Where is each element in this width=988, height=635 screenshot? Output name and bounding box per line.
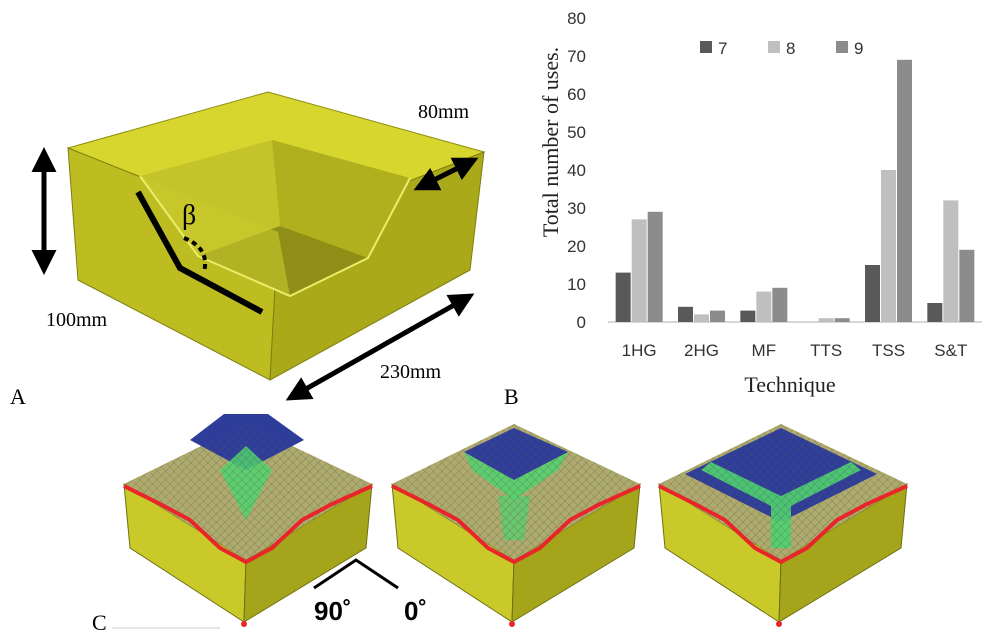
bar-tts-series-9 bbox=[834, 318, 850, 322]
bar-tss-series-7 bbox=[865, 265, 880, 322]
y-tick-label: 60 bbox=[567, 85, 586, 104]
panel-a-label: A bbox=[10, 384, 26, 409]
orientation-0-label: 0˚ bbox=[404, 596, 427, 626]
bar-2hg-series-8 bbox=[694, 314, 709, 322]
bar-mf-series-8 bbox=[756, 291, 772, 322]
bar-tss-series-8 bbox=[881, 170, 896, 322]
legend-swatch-7 bbox=[700, 41, 712, 53]
y-tick-label: 50 bbox=[567, 123, 586, 142]
render-right-side bbox=[778, 483, 908, 623]
wall-arrow bbox=[413, 157, 479, 191]
x-tick-label: TTS bbox=[810, 341, 842, 360]
x-tick-label: 1HG bbox=[622, 341, 657, 360]
y-tick-label: 0 bbox=[577, 313, 586, 332]
x-tick-label: 2HG bbox=[684, 341, 719, 360]
bar-st-series-9 bbox=[959, 249, 975, 322]
render-red-edge bbox=[123, 484, 373, 565]
panel-b-label: B bbox=[504, 384, 519, 409]
render-3 bbox=[658, 424, 908, 627]
orientation-indicator bbox=[313, 558, 399, 590]
mold-cavity-front-slope bbox=[140, 176, 290, 296]
bar-st-series-8 bbox=[943, 200, 959, 322]
render-2 bbox=[391, 424, 641, 627]
legend-label-9: 9 bbox=[854, 39, 863, 58]
bar-mf-series-9 bbox=[772, 287, 788, 322]
chart-legend: 7 8 9 bbox=[700, 39, 863, 58]
y-tick-label: 80 bbox=[567, 9, 586, 28]
legend-label-7: 7 bbox=[718, 39, 727, 58]
angle-arc bbox=[183, 236, 207, 273]
mold-cavity-back-wall bbox=[272, 140, 410, 258]
bar-1hg-series-8 bbox=[631, 219, 647, 322]
render-mesh bbox=[392, 424, 640, 560]
profile-line bbox=[135, 190, 264, 315]
render-red-point bbox=[509, 621, 515, 627]
chart-bars bbox=[615, 59, 975, 323]
angle-symbol: β bbox=[182, 200, 196, 231]
render-red-point bbox=[776, 621, 782, 627]
legend-swatch-9 bbox=[836, 41, 848, 53]
chart-ylabel: Total number of uses. bbox=[538, 47, 563, 237]
x-tick-label: MF bbox=[752, 341, 777, 360]
render-mesh bbox=[124, 424, 372, 560]
bar-tts-series-8 bbox=[818, 318, 834, 322]
y-tick-label: 20 bbox=[567, 237, 586, 256]
panel-b-chart: 0 10 20 30 40 50 60 70 80 1HG 2HG MF TTS TSS S&T 7 8 9 T… bbox=[504, 9, 982, 409]
bar-1hg-series-7 bbox=[615, 272, 631, 322]
panel-a-mold: β 80mm 100mm 230mm A bbox=[10, 91, 486, 409]
panel-c-label: C bbox=[92, 610, 107, 635]
bar-st-series-7 bbox=[927, 303, 943, 322]
chart-xlabel: Technique bbox=[744, 372, 835, 397]
render-red-edge bbox=[658, 484, 908, 565]
legend-swatch-8 bbox=[768, 41, 780, 53]
render-right-side bbox=[243, 483, 373, 623]
render-1 bbox=[123, 414, 373, 627]
x-tick-label: TSS bbox=[872, 341, 905, 360]
chart-axes: 0 10 20 30 40 50 60 70 80 1HG 2HG MF TTS TSS S&T bbox=[567, 9, 982, 360]
render-mesh bbox=[659, 424, 907, 560]
bar-tss-series-9 bbox=[897, 59, 912, 323]
y-tick-label: 40 bbox=[567, 161, 586, 180]
render-red-edge bbox=[391, 484, 641, 565]
y-tick-label: 30 bbox=[567, 199, 586, 218]
y-tick-label: 70 bbox=[567, 47, 586, 66]
bar-2hg-series-7 bbox=[678, 306, 693, 322]
dim-width-label: 230mm bbox=[380, 361, 442, 383]
orientation-90-label: 90˚ bbox=[314, 596, 352, 626]
dim-depth-label: 100mm bbox=[46, 309, 108, 331]
dim-wall-label: 80mm bbox=[418, 101, 470, 123]
x-tick-label: S&T bbox=[934, 341, 967, 360]
y-tick-label: 10 bbox=[567, 275, 586, 294]
bar-1hg-series-9 bbox=[647, 211, 663, 322]
bar-2hg-series-9 bbox=[710, 310, 725, 322]
bar-mf-series-7 bbox=[740, 310, 756, 322]
legend-label-8: 8 bbox=[786, 39, 795, 58]
render-red-point bbox=[241, 621, 247, 627]
panel-c-renders: 90˚ 0˚ C bbox=[92, 414, 908, 635]
width-arrow bbox=[285, 293, 475, 401]
render-right-side bbox=[511, 483, 641, 623]
